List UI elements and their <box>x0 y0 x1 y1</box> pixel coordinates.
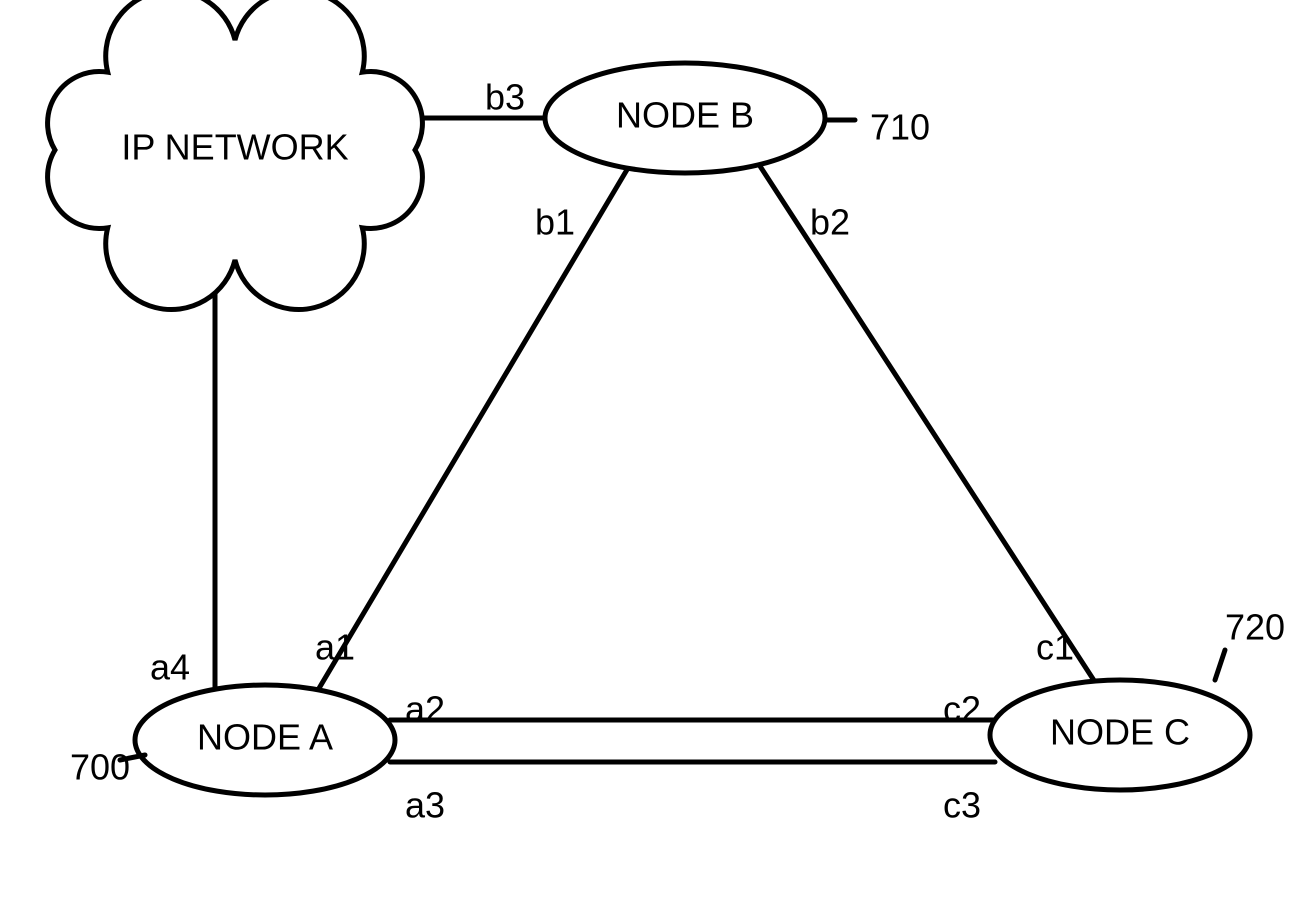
ref-c: 720 <box>1225 607 1285 648</box>
edge-label-a1: a1 <box>315 627 355 668</box>
node-c-label: NODE C <box>1050 712 1190 753</box>
node-a-label: NODE A <box>197 717 333 758</box>
edge-label-a4: a4 <box>150 647 190 688</box>
edge-label-b2: b2 <box>810 202 850 243</box>
ip-network-label: IP NETWORK <box>121 127 348 168</box>
node-b-label: NODE B <box>616 95 754 136</box>
edge-B-C <box>758 163 1095 682</box>
edge-label-b3: b3 <box>485 77 525 118</box>
edge-label-a2: a2 <box>405 689 445 730</box>
edge-label-a3: a3 <box>405 785 445 826</box>
edge-label-c1: c1 <box>1036 627 1074 668</box>
edge-label-c3: c3 <box>943 785 981 826</box>
ref-a: 700 <box>70 747 130 788</box>
edge-label-b1: b1 <box>535 202 575 243</box>
ref-b: 710 <box>870 107 930 148</box>
edge-label-c2: c2 <box>943 689 981 730</box>
ref-leader-c <box>1215 650 1225 680</box>
